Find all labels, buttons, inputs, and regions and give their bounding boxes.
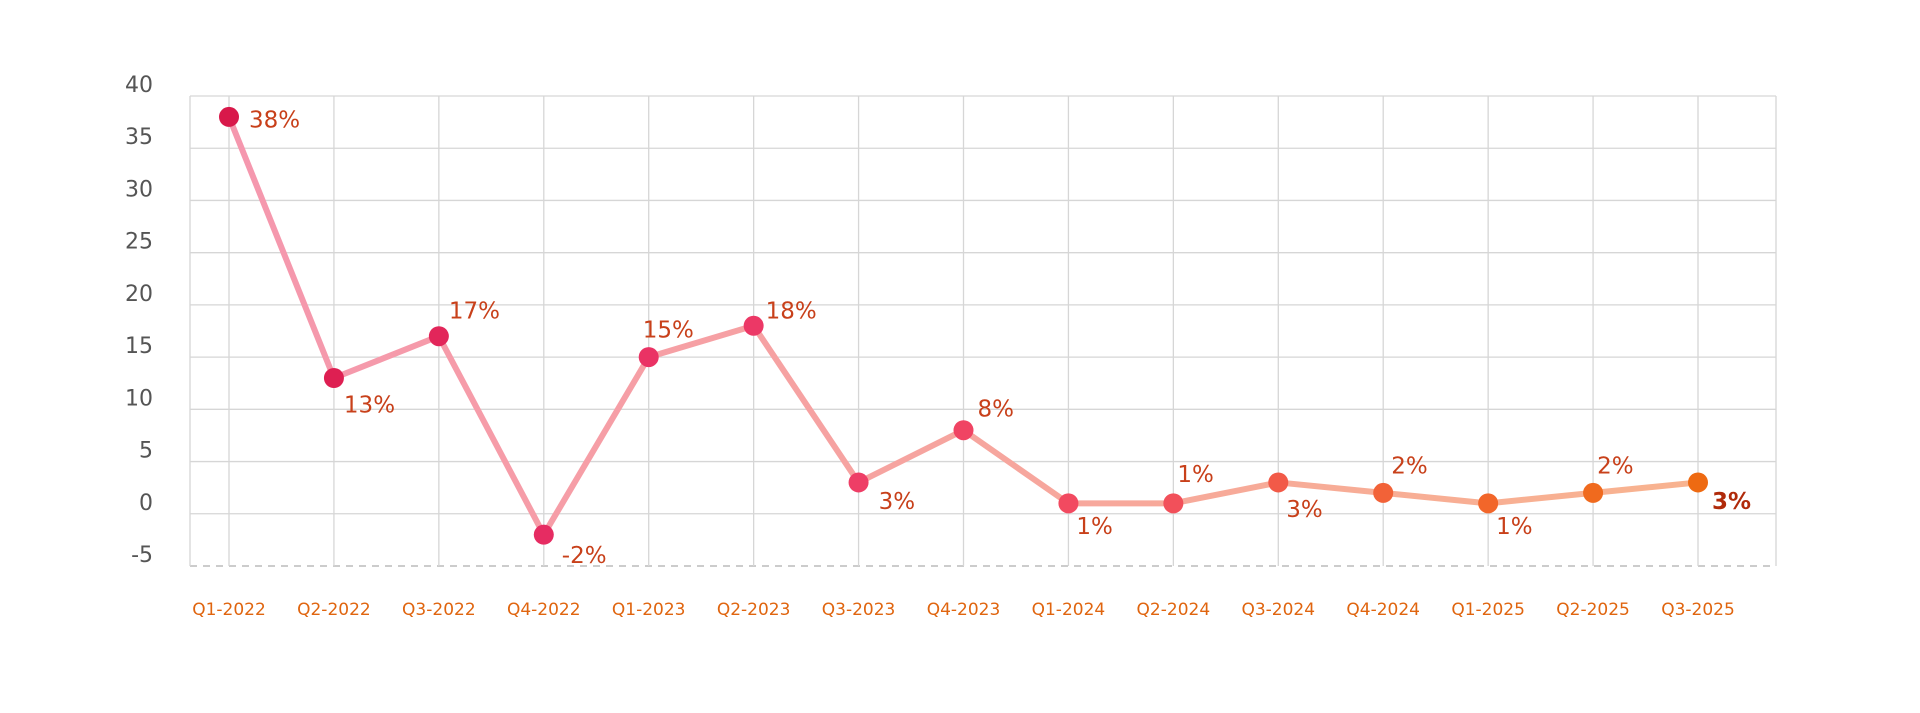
data-point bbox=[848, 472, 869, 493]
y-tick-label: 25 bbox=[125, 230, 153, 255]
data-label: 3% bbox=[879, 489, 916, 515]
y-tick-label: 5 bbox=[139, 439, 153, 464]
data-label: 15% bbox=[643, 318, 694, 344]
data-point bbox=[1478, 493, 1499, 514]
x-tick-label: Q2-2025 bbox=[1556, 600, 1630, 620]
x-tick-label: Q1-2023 bbox=[612, 600, 686, 620]
x-tick-label: Q2-2023 bbox=[717, 600, 791, 620]
data-point bbox=[1373, 482, 1394, 503]
data-label: 3% bbox=[1286, 497, 1323, 523]
data-point bbox=[428, 326, 449, 347]
data-point bbox=[1163, 493, 1184, 514]
data-label: -2% bbox=[562, 543, 607, 569]
data-point bbox=[219, 106, 239, 127]
x-tick-label: Q1-2022 bbox=[192, 600, 266, 620]
data-point bbox=[1688, 472, 1708, 493]
y-tick-label: 0 bbox=[139, 491, 153, 516]
x-tick-label: Q2-2024 bbox=[1137, 600, 1211, 620]
x-tick-label: Q3-2025 bbox=[1661, 600, 1735, 620]
y-tick-label: 15 bbox=[125, 334, 153, 359]
x-tick-label: Q4-2024 bbox=[1346, 600, 1420, 620]
y-tick-label: -5 bbox=[131, 543, 153, 568]
x-tick-label: Q3-2023 bbox=[822, 600, 896, 620]
data-label: 1% bbox=[1496, 514, 1533, 540]
data-label: 2% bbox=[1391, 453, 1428, 479]
data-point bbox=[323, 368, 344, 388]
data-label: 8% bbox=[978, 397, 1015, 423]
x-tick-label: Q4-2022 bbox=[507, 600, 581, 620]
data-label: 38% bbox=[249, 107, 300, 133]
data-label: 3% bbox=[1712, 489, 1751, 515]
data-point bbox=[638, 347, 659, 368]
y-tick-label: 10 bbox=[125, 386, 153, 411]
y-tick-label: 35 bbox=[125, 125, 153, 150]
x-tick-label: Q2-2022 bbox=[297, 600, 371, 620]
data-point bbox=[533, 524, 554, 545]
y-tick-label: 20 bbox=[125, 282, 153, 307]
data-label: 1% bbox=[1177, 462, 1214, 488]
data-point bbox=[1268, 472, 1289, 493]
data-point bbox=[1583, 482, 1604, 503]
data-label: 17% bbox=[449, 299, 500, 325]
data-label: 1% bbox=[1076, 514, 1113, 540]
data-point bbox=[953, 420, 974, 441]
x-tick-label: Q4-2023 bbox=[927, 600, 1001, 620]
data-point bbox=[1058, 493, 1079, 514]
data-point bbox=[743, 315, 764, 336]
y-tick-label: 30 bbox=[125, 177, 153, 202]
x-tick-label: Q3-2024 bbox=[1241, 600, 1315, 620]
data-label: 2% bbox=[1597, 453, 1634, 479]
x-tick-label: Q1-2025 bbox=[1451, 600, 1525, 620]
y-tick-label: 40 bbox=[125, 73, 153, 98]
data-label: 18% bbox=[766, 298, 817, 324]
x-tick-label: Q3-2022 bbox=[402, 600, 476, 620]
x-tick-label: Q1-2024 bbox=[1032, 600, 1106, 620]
data-label: 13% bbox=[344, 393, 395, 419]
